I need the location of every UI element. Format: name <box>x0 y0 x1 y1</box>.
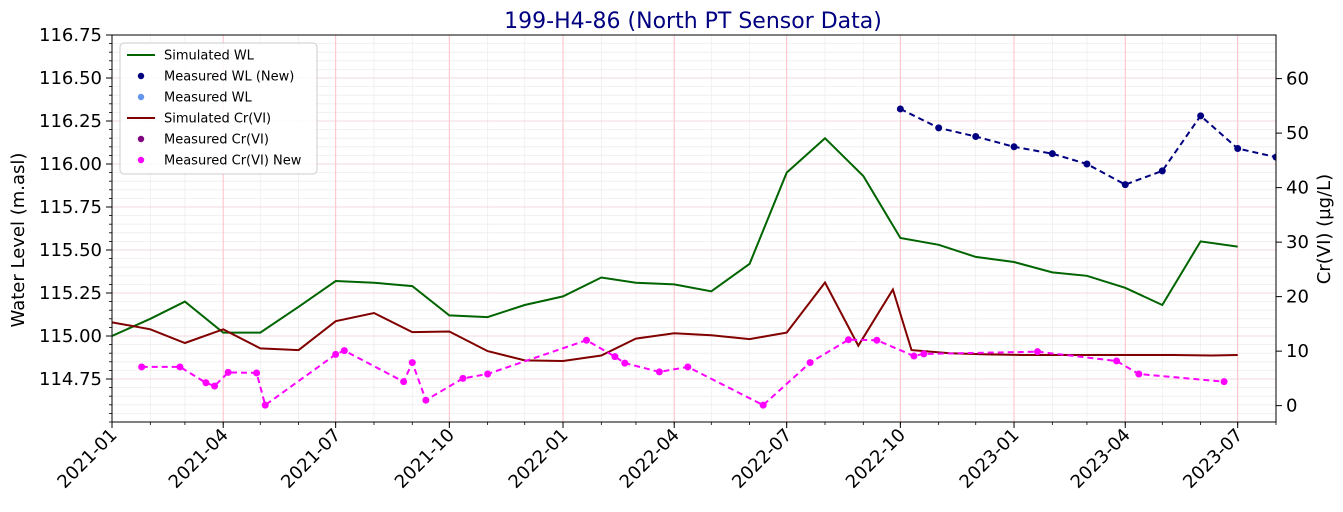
legend-label: Measured Cr(VI) New <box>164 154 302 169</box>
x-tick-label: 2023-04 <box>1067 425 1135 493</box>
data-point <box>176 363 184 371</box>
y-tick-label-right: 50 <box>1286 123 1309 144</box>
data-point <box>873 336 881 344</box>
data-point <box>1010 143 1018 151</box>
legend-swatch-marker <box>137 72 145 80</box>
data-point <box>935 124 943 132</box>
x-tick-label: 2022-07 <box>728 425 796 493</box>
legend-box <box>119 42 318 175</box>
data-point <box>1121 181 1129 189</box>
data-point <box>459 374 467 382</box>
series-line <box>112 280 1238 363</box>
legend-swatch-marker <box>137 135 145 143</box>
y-axis-label-left: Water Level (m.asl) <box>8 153 29 328</box>
data-point <box>261 401 269 409</box>
data-point <box>684 363 692 371</box>
data-point <box>1220 378 1228 386</box>
legend-label: Measured Cr(VI) <box>164 133 269 148</box>
series-line <box>141 338 1225 407</box>
x-axis: 2021-01 2021-04 2021-07 2021-10 2022-01 2022-… <box>53 422 1277 493</box>
data-point <box>340 347 348 355</box>
data-point <box>972 132 980 140</box>
data-point <box>422 396 430 404</box>
legend-swatch-marker <box>137 156 145 164</box>
chart-title: 199-H4-86 (North PT Sensor Data) <box>504 9 882 34</box>
data-point <box>1234 145 1242 153</box>
y-axis-left: 114.75 115.00 115.25 115.50 115.75 116.00 116.… <box>39 25 112 423</box>
x-tick-label: 2021-07 <box>277 425 345 493</box>
data-point <box>910 352 918 360</box>
series-measured-wl-new- <box>896 105 1276 189</box>
series-layer <box>112 105 1276 409</box>
data-point <box>1197 112 1205 120</box>
y-tick-label-right: 30 <box>1286 232 1309 253</box>
legend-swatch-marker <box>137 93 145 101</box>
data-point <box>400 378 408 386</box>
legend: Simulated WL Measured WL (New) Measured WL… <box>119 42 318 175</box>
x-tick-label: 2022-10 <box>842 425 910 493</box>
legend-label: Measured WL (New) <box>164 70 294 85</box>
data-point <box>211 382 219 390</box>
data-point <box>621 359 629 367</box>
data-point <box>408 359 416 367</box>
data-point <box>1048 150 1056 158</box>
y-tick-label-left: 115.00 <box>39 326 102 347</box>
data-point <box>655 368 663 376</box>
series-measured-cr-vi-new <box>138 336 1228 409</box>
data-point <box>611 353 619 361</box>
y-tick-label-right: 40 <box>1286 178 1309 199</box>
data-point <box>844 336 852 344</box>
data-point <box>806 359 814 367</box>
legend-label: Simulated WL <box>164 49 255 64</box>
series-line <box>112 136 1238 337</box>
y-tick-label-right: 0 <box>1286 396 1297 417</box>
data-point <box>582 336 590 344</box>
data-point <box>332 350 340 358</box>
data-point <box>253 369 261 377</box>
y-tick-label-left: 115.25 <box>39 283 102 304</box>
data-point <box>1113 357 1121 365</box>
y-axis-right: 0 10 20 30 40 50 60 <box>1276 69 1309 417</box>
x-tick-label: 2021-04 <box>165 425 233 493</box>
data-point <box>1034 348 1042 356</box>
data-point <box>1083 160 1091 168</box>
data-point <box>920 350 928 358</box>
data-point <box>138 363 146 371</box>
x-tick-label: 2023-07 <box>1179 425 1247 493</box>
series-simulated-wl <box>112 136 1238 337</box>
y-tick-label-left: 116.75 <box>39 25 102 46</box>
y-tick-label-right: 60 <box>1286 69 1309 90</box>
y-tick-label-left: 115.50 <box>39 240 102 261</box>
data-point <box>1135 370 1143 378</box>
y-axis-label-right: Cr(VI) (µg/L) <box>1314 174 1335 284</box>
x-tick-label: 2023-01 <box>956 425 1024 493</box>
y-tick-label-left: 115.75 <box>39 197 102 218</box>
y-tick-label-right: 20 <box>1286 287 1309 308</box>
legend-label: Simulated Cr(VI) <box>164 112 271 127</box>
data-point <box>1272 153 1276 161</box>
plot-frame <box>111 34 1277 423</box>
data-point <box>484 370 492 378</box>
x-tick-label: 2022-04 <box>616 425 684 493</box>
x-tick-label: 2021-10 <box>391 425 459 493</box>
y-tick-label-left: 116.50 <box>39 68 102 89</box>
x-tick-label: 2022-01 <box>505 425 573 493</box>
legend-label: Measured WL <box>164 91 252 106</box>
data-point <box>224 368 232 376</box>
data-point <box>896 105 904 113</box>
data-point <box>202 379 210 387</box>
data-point <box>759 401 767 409</box>
y-tick-label-left: 116.00 <box>39 154 102 175</box>
y-tick-label-left: 116.25 <box>39 111 102 132</box>
x-tick-label: 2021-01 <box>53 425 121 493</box>
y-tick-label-left: 114.75 <box>39 369 102 390</box>
series-simulated-cr-vi- <box>112 280 1238 363</box>
data-point <box>1158 167 1166 175</box>
y-tick-label-right: 10 <box>1286 341 1309 362</box>
